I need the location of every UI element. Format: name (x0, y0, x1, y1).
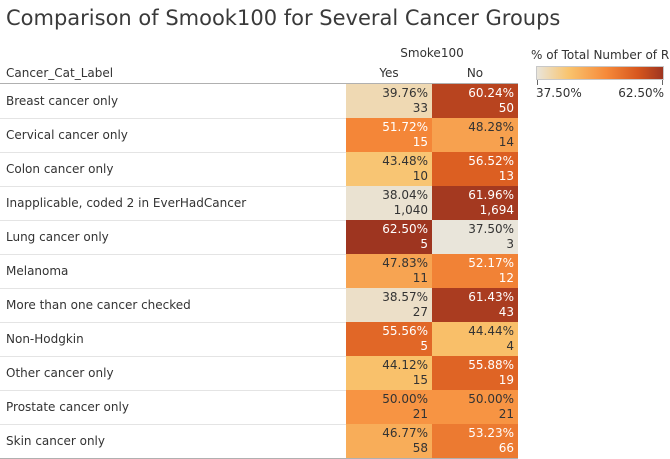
heatmap-cell-no[interactable]: 44.44% 4 (432, 322, 518, 356)
cell-percent: 55.88% (468, 358, 514, 372)
row-label: Other cancer only (6, 366, 114, 380)
cell-count: 19 (498, 373, 514, 387)
row-divider (0, 288, 346, 289)
cell-percent: 60.24% (468, 86, 514, 100)
cell-count: 4 (506, 339, 514, 353)
column-group-header: Smoke100 (400, 46, 464, 60)
cell-count: 27 (412, 305, 428, 319)
cell-count: 1,040 (393, 203, 428, 217)
row-divider (0, 186, 346, 187)
heatmap-cell-yes[interactable]: 51.72% 15 (346, 118, 432, 152)
row-label: Non-Hodgkin (6, 332, 84, 346)
heatmap-cell-yes[interactable]: 55.56% 5 (346, 322, 432, 356)
legend-max-label: 62.50% (618, 86, 664, 100)
cell-count: 21 (498, 407, 514, 421)
legend-tick-min (537, 80, 538, 85)
row-label: Melanoma (6, 264, 69, 278)
cell-percent: 46.77% (382, 426, 428, 440)
cell-percent: 38.04% (382, 188, 428, 202)
heatmap-cell-yes[interactable]: 39.76% 33 (346, 84, 432, 118)
cell-percent: 43.48% (382, 154, 428, 168)
row-label: Skin cancer only (6, 434, 105, 448)
cell-percent: 51.72% (382, 120, 428, 134)
heatmap-cell-yes[interactable]: 46.77% 58 (346, 424, 432, 458)
cell-count: 10 (412, 169, 428, 183)
column-header-yes: Yes (379, 66, 399, 80)
cell-count: 3 (506, 237, 514, 251)
cell-count: 14 (498, 135, 514, 149)
heatmap-cell-no[interactable]: 60.24% 50 (432, 84, 518, 118)
row-divider (0, 254, 346, 255)
legend-tick-max (662, 80, 663, 85)
cell-count: 50 (498, 101, 514, 115)
heatmap-cell-yes[interactable]: 38.57% 27 (346, 288, 432, 322)
row-divider (0, 152, 346, 153)
legend-color-scale (536, 66, 664, 80)
row-label: Breast cancer only (6, 94, 119, 108)
heatmap-cell-yes[interactable]: 47.83% 11 (346, 254, 432, 288)
cell-percent: 50.00% (382, 392, 428, 406)
row-divider (0, 356, 346, 357)
heatmap-cell-yes[interactable]: 62.50% 5 (346, 220, 432, 254)
cell-percent: 61.96% (468, 188, 514, 202)
cell-percent: 55.56% (382, 324, 428, 338)
heatmap-cell-no[interactable]: 50.00% 21 (432, 390, 518, 424)
cell-percent: 37.50% (468, 222, 514, 236)
header-separator (0, 83, 518, 84)
cell-percent: 56.52% (468, 154, 514, 168)
heatmap-cell-no[interactable]: 52.17% 12 (432, 254, 518, 288)
row-label: More than one cancer checked (6, 298, 191, 312)
row-label: Inapplicable, coded 2 in EverHadCancer (6, 196, 247, 210)
cell-percent: 61.43% (468, 290, 514, 304)
cell-count: 11 (412, 271, 428, 285)
row-divider (0, 118, 346, 119)
cell-percent: 50.00% (468, 392, 514, 406)
heatmap-cell-no[interactable]: 53.23% 66 (432, 424, 518, 458)
cell-percent: 39.76% (382, 86, 428, 100)
cell-percent: 47.83% (382, 256, 428, 270)
cell-count: 58 (412, 441, 428, 455)
cell-percent: 44.12% (382, 358, 428, 372)
row-label: Colon cancer only (6, 162, 114, 176)
row-header: Cancer_Cat_Label (6, 66, 114, 80)
cell-percent: 48.28% (468, 120, 514, 134)
heatmap-cell-yes[interactable]: 44.12% 15 (346, 356, 432, 390)
heatmap-cell-no[interactable]: 37.50% 3 (432, 220, 518, 254)
row-divider (0, 220, 346, 221)
cell-percent: 62.50% (382, 222, 428, 236)
legend-title: % of Total Number of R.. (531, 48, 670, 62)
heatmap-cell-no[interactable]: 61.43% 43 (432, 288, 518, 322)
cell-count: 5 (420, 237, 428, 251)
cell-count: 66 (498, 441, 514, 455)
row-divider (0, 322, 346, 323)
row-label: Prostate cancer only (6, 400, 129, 414)
cell-count: 43 (498, 305, 514, 319)
row-divider (0, 390, 346, 391)
heatmap-cell-yes[interactable]: 50.00% 21 (346, 390, 432, 424)
legend-min-label: 37.50% (536, 86, 582, 100)
heatmap-cell-no[interactable]: 56.52% 13 (432, 152, 518, 186)
cell-percent: 53.23% (468, 426, 514, 440)
cell-count: 15 (412, 135, 428, 149)
cell-percent: 44.44% (468, 324, 514, 338)
cell-count: 13 (498, 169, 514, 183)
cell-count: 21 (412, 407, 428, 421)
heatmap-cell-yes[interactable]: 38.04% 1,040 (346, 186, 432, 220)
chart-title: Comparison of Smook100 for Several Cance… (6, 6, 561, 30)
heatmap-cell-yes[interactable]: 43.48% 10 (346, 152, 432, 186)
heatmap-cell-no[interactable]: 61.96% 1,694 (432, 186, 518, 220)
cell-count: 1,694 (479, 203, 514, 217)
row-divider (0, 424, 346, 425)
row-label: Lung cancer only (6, 230, 109, 244)
cell-percent: 52.17% (468, 256, 514, 270)
column-header-no: No (466, 66, 484, 80)
row-label: Cervical cancer only (6, 128, 128, 142)
cell-count: 5 (420, 339, 428, 353)
cell-count: 12 (498, 271, 514, 285)
cell-count: 15 (412, 373, 428, 387)
heatmap-cell-no[interactable]: 48.28% 14 (432, 118, 518, 152)
cell-percent: 38.57% (382, 290, 428, 304)
cell-count: 33 (412, 101, 428, 115)
heatmap-cell-no[interactable]: 55.88% 19 (432, 356, 518, 390)
